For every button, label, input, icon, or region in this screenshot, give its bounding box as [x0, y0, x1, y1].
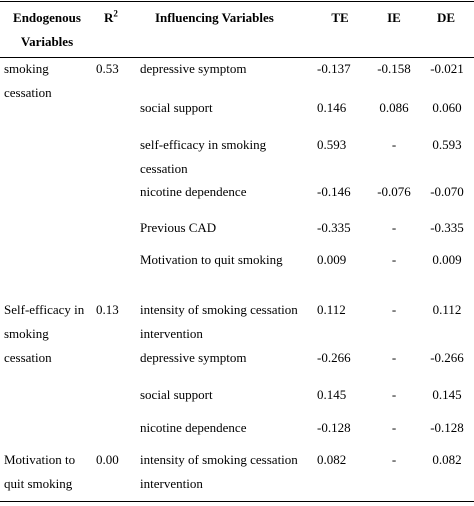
header-cell: DE: [436, 10, 456, 25]
effect-value: -0.076: [377, 184, 411, 199]
endogenous-variable: Self-efficacy in smoking cessation: [4, 302, 85, 365]
effect-value: -0.158: [377, 61, 411, 76]
effect-value: -: [391, 137, 397, 152]
effect-value: -: [391, 302, 397, 317]
header-cell: R2: [104, 6, 118, 30]
effect-value: -: [391, 350, 397, 365]
effect-value: 0.082: [317, 452, 347, 467]
effect-value: -0.266: [317, 350, 351, 365]
effect-value: 0.086: [379, 100, 409, 115]
effect-value: -0.137: [317, 61, 351, 76]
effect-value: 0.146: [317, 100, 347, 115]
header-cell: Endogenous Variables: [13, 10, 81, 49]
influencing-variable: depressive symptom: [140, 350, 247, 365]
top-rule: [0, 1, 474, 2]
effect-value: 0.145: [432, 387, 462, 402]
endogenous-variable: Motivation to quit smoking: [4, 452, 76, 491]
effect-value: -0.146: [317, 184, 351, 199]
header-cell: Influencing Variables: [155, 10, 274, 25]
effect-value: 0.060: [432, 100, 462, 115]
effect-value: -0.335: [317, 220, 351, 235]
r-squared: 0.13: [96, 302, 119, 317]
effect-value: -0.021: [430, 61, 464, 76]
influencing-variable: social support: [140, 387, 213, 402]
header-cell: IE: [387, 10, 401, 25]
effect-value: 0.145: [317, 387, 347, 402]
header-text: R: [104, 10, 114, 25]
effect-value: 0.082: [432, 452, 462, 467]
influencing-variable: nicotine dependence: [140, 420, 247, 435]
effect-value: -: [391, 452, 397, 467]
effect-value: -0.266: [430, 350, 464, 365]
effect-value: -: [391, 220, 397, 235]
effect-value: 0.009: [432, 252, 462, 267]
effect-value: -: [391, 252, 397, 267]
effect-value: -0.128: [317, 420, 351, 435]
influencing-variable: intensity of smoking cessation intervent…: [140, 452, 298, 491]
effect-value: 0.112: [432, 302, 462, 317]
influencing-variable: social support: [140, 100, 213, 115]
effect-value: -0.070: [430, 184, 464, 199]
header-rule: [0, 57, 474, 58]
effect-value: -0.128: [430, 420, 464, 435]
influencing-variable: self-efficacy in smoking cessation: [140, 137, 267, 176]
influencing-variable: nicotine dependence: [140, 184, 247, 199]
header-cell: TE: [331, 10, 349, 25]
influencing-variable: Motivation to quit smoking: [140, 252, 283, 267]
bottom-rule: [0, 501, 474, 502]
r-squared: 0.53: [96, 61, 119, 76]
r-squared: 0.00: [96, 452, 119, 467]
effect-value: 0.112: [317, 302, 346, 317]
effect-value: 0.593: [432, 137, 462, 152]
influencing-variable: intensity of smoking cessation intervent…: [140, 302, 298, 341]
effect-value: -0.335: [430, 220, 464, 235]
effect-value: -: [391, 387, 397, 402]
effect-value: 0.593: [317, 137, 347, 152]
influencing-variable: Previous CAD: [140, 220, 217, 235]
effect-value: -: [391, 420, 397, 435]
header-sup: 2: [113, 8, 118, 19]
endogenous-variable: smoking cessation: [4, 61, 52, 100]
influencing-variable: depressive symptom: [140, 61, 247, 76]
effect-value: 0.009: [317, 252, 347, 267]
